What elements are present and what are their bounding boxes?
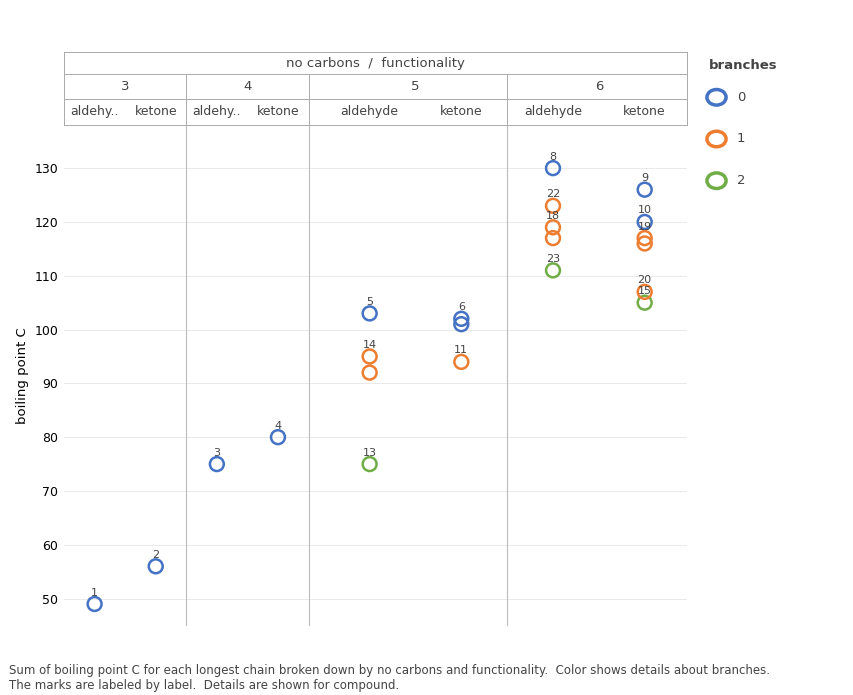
Text: 23: 23 (545, 254, 560, 264)
Text: 2: 2 (736, 174, 745, 187)
Point (637, 216, 651, 227)
Point (454, 318, 467, 329)
Text: 13: 13 (363, 448, 376, 457)
Text: 0: 0 (736, 91, 745, 104)
Text: 1: 1 (91, 587, 98, 598)
Text: aldehy..: aldehy.. (193, 106, 241, 118)
Text: 2: 2 (152, 550, 160, 560)
Text: 5: 5 (366, 297, 373, 307)
Text: 3: 3 (121, 80, 130, 93)
Point (637, 184, 651, 195)
Text: 6: 6 (594, 80, 602, 93)
Point (546, 265, 560, 276)
Point (546, 200, 560, 211)
Point (363, 367, 376, 378)
Text: 9: 9 (641, 173, 647, 183)
Text: 18: 18 (545, 211, 560, 221)
Text: 5: 5 (411, 80, 419, 93)
Point (270, 432, 284, 443)
Text: aldehyde: aldehyde (340, 106, 398, 118)
Point (637, 238, 651, 249)
Text: Sum of boiling point C for each longest chain broken down by no carbons and func: Sum of boiling point C for each longest … (9, 664, 769, 692)
1 (363, 351, 376, 362)
Text: 3: 3 (213, 448, 220, 457)
Text: no carbons  /  functionality: no carbons / functionality (286, 57, 465, 70)
Text: aldehy..: aldehy.. (70, 106, 119, 118)
Text: ketone: ketone (439, 106, 482, 118)
Text: 8: 8 (548, 152, 556, 162)
Text: ketone: ketone (134, 106, 177, 118)
Point (546, 222, 560, 233)
2 (363, 459, 376, 470)
0 (88, 598, 102, 610)
Text: 14: 14 (363, 340, 376, 350)
Text: 20: 20 (637, 275, 651, 286)
Text: 1: 1 (736, 133, 745, 145)
Text: 4: 4 (274, 420, 281, 431)
Point (148, 561, 162, 572)
Text: 19: 19 (637, 222, 651, 231)
Text: ketone: ketone (623, 106, 665, 118)
Point (637, 233, 651, 244)
Point (546, 233, 560, 244)
Text: 15: 15 (637, 286, 651, 296)
Point (637, 297, 651, 308)
Text: 6: 6 (457, 302, 464, 312)
Text: branches: branches (708, 59, 776, 72)
Text: 10: 10 (637, 206, 651, 215)
Point (454, 357, 467, 368)
Text: 4: 4 (243, 80, 252, 93)
Point (637, 286, 651, 297)
Point (546, 163, 560, 174)
Text: 22: 22 (545, 189, 560, 199)
Point (210, 459, 223, 470)
Text: ketone: ketone (257, 106, 299, 118)
Point (363, 308, 376, 319)
Text: aldehyde: aldehyde (524, 106, 582, 118)
Text: 11: 11 (454, 345, 467, 355)
Y-axis label: boiling point C: boiling point C (16, 327, 29, 424)
Point (454, 313, 467, 325)
